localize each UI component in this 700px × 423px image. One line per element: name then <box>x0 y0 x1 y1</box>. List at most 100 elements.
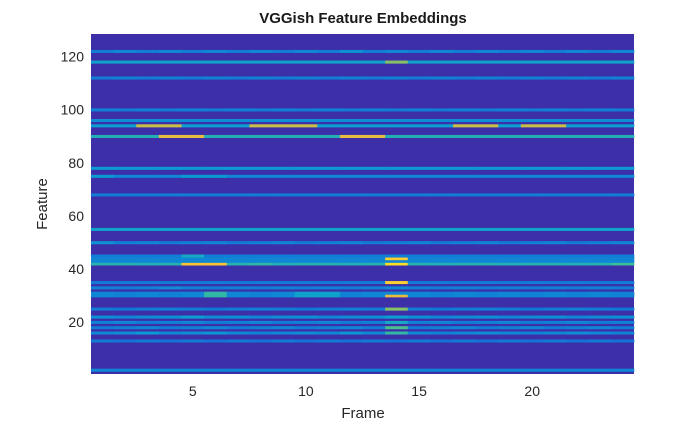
heatmap-cell <box>362 257 386 261</box>
heatmap-cell <box>91 60 114 64</box>
heatmap-cell <box>339 368 363 372</box>
heatmap-cell <box>362 368 386 372</box>
heatmap-cell <box>204 254 228 258</box>
heatmap-cell <box>249 193 273 197</box>
heatmap-cell <box>385 286 409 290</box>
heatmap-cell <box>294 286 318 290</box>
heatmap-cell <box>385 331 409 335</box>
heatmap-cell <box>475 326 499 330</box>
heatmap-cell <box>543 108 567 112</box>
heatmap-cell <box>158 257 182 261</box>
heatmap-cell <box>113 281 137 285</box>
heatmap-cell <box>339 49 363 53</box>
heatmap-cell <box>475 124 499 128</box>
heatmap-cell <box>272 368 295 372</box>
heatmap-cell <box>272 49 295 53</box>
heatmap-cell <box>385 259 409 263</box>
heatmap-cell <box>543 119 567 123</box>
heatmap-cell <box>475 49 499 53</box>
heatmap-cell <box>362 286 386 290</box>
heatmap-cell <box>339 227 363 231</box>
heatmap-cell <box>317 281 341 285</box>
heatmap-cell <box>339 286 363 290</box>
heatmap-cell <box>498 257 522 261</box>
heatmap-cell <box>226 241 250 245</box>
heatmap-cell <box>498 368 522 372</box>
heatmap-cell <box>498 193 522 197</box>
heatmap-cell <box>204 326 228 330</box>
heatmap-cell <box>520 326 544 330</box>
heatmap-cell <box>339 119 363 123</box>
heatmap-cell <box>566 227 590 231</box>
heatmap-cell <box>249 257 273 261</box>
chart-title: VGGish Feature Embeddings <box>259 10 467 27</box>
heatmap-cell <box>588 174 612 178</box>
heatmap-cell <box>91 368 114 372</box>
heatmap-cell <box>475 339 499 343</box>
heatmap-cell <box>158 326 182 330</box>
heatmap-cell <box>475 119 499 123</box>
heatmap-cell <box>453 76 476 80</box>
heatmap-cell <box>498 331 522 335</box>
heatmap-cell <box>226 368 250 372</box>
heatmap-cell <box>475 134 499 138</box>
heatmap-cell <box>453 49 476 53</box>
heatmap-cell <box>158 134 182 138</box>
heatmap-cell <box>249 281 273 285</box>
heatmap-cell <box>226 315 250 319</box>
heatmap-cell <box>498 254 522 258</box>
heatmap-cell <box>339 307 363 311</box>
heatmap-cell <box>430 307 454 311</box>
heatmap-cell <box>339 254 363 258</box>
heatmap-cell <box>249 368 273 372</box>
heatmap-cell <box>226 49 250 53</box>
heatmap-cell <box>272 294 295 298</box>
heatmap-cell <box>385 291 409 295</box>
heatmap-cell <box>543 259 567 263</box>
heatmap-cell <box>430 241 454 245</box>
heatmap-cell <box>204 241 228 245</box>
heatmap-cell <box>566 368 590 372</box>
heatmap-cell <box>588 193 612 197</box>
heatmap-cell <box>588 315 612 319</box>
heatmap-cell <box>588 257 612 261</box>
heatmap-cell <box>136 134 160 138</box>
heatmap-cell <box>385 124 409 128</box>
heatmap-cell <box>362 331 386 335</box>
heatmap-cell <box>566 257 590 261</box>
heatmap-cell <box>249 326 273 330</box>
heatmap-cell <box>407 254 431 258</box>
heatmap-cell <box>611 294 635 298</box>
heatmap-cell <box>136 259 160 263</box>
heatmap-cell <box>362 291 386 295</box>
heatmap-cell <box>566 291 590 295</box>
heatmap-cell <box>362 326 386 330</box>
heatmap-cell <box>113 259 137 263</box>
heatmap-cell <box>204 257 228 261</box>
heatmap-cell <box>385 326 409 330</box>
heatmap-cell <box>543 339 567 343</box>
heatmap-cell <box>453 315 476 319</box>
heatmap-cell <box>226 254 250 258</box>
heatmap-cell <box>611 76 635 80</box>
heatmap-cell <box>475 241 499 245</box>
heatmap-cell <box>317 262 341 266</box>
heatmap-cell <box>317 193 341 197</box>
heatmap-cell <box>475 193 499 197</box>
heatmap-cell <box>543 262 567 266</box>
heatmap-cell <box>543 193 567 197</box>
heatmap-cell <box>498 60 522 64</box>
heatmap-cell <box>158 315 182 319</box>
heatmap-cell <box>385 320 409 324</box>
heatmap-cell <box>543 286 567 290</box>
heatmap-cell <box>339 339 363 343</box>
heatmap-cell <box>543 227 567 231</box>
heatmap-cell <box>407 368 431 372</box>
heatmap-cell <box>385 307 409 311</box>
heatmap-cell <box>362 193 386 197</box>
heatmap-cell <box>566 241 590 245</box>
heatmap-cell <box>543 254 567 258</box>
heatmap-cell <box>520 294 544 298</box>
heatmap-cell <box>385 262 409 266</box>
heatmap-cell <box>91 281 114 285</box>
